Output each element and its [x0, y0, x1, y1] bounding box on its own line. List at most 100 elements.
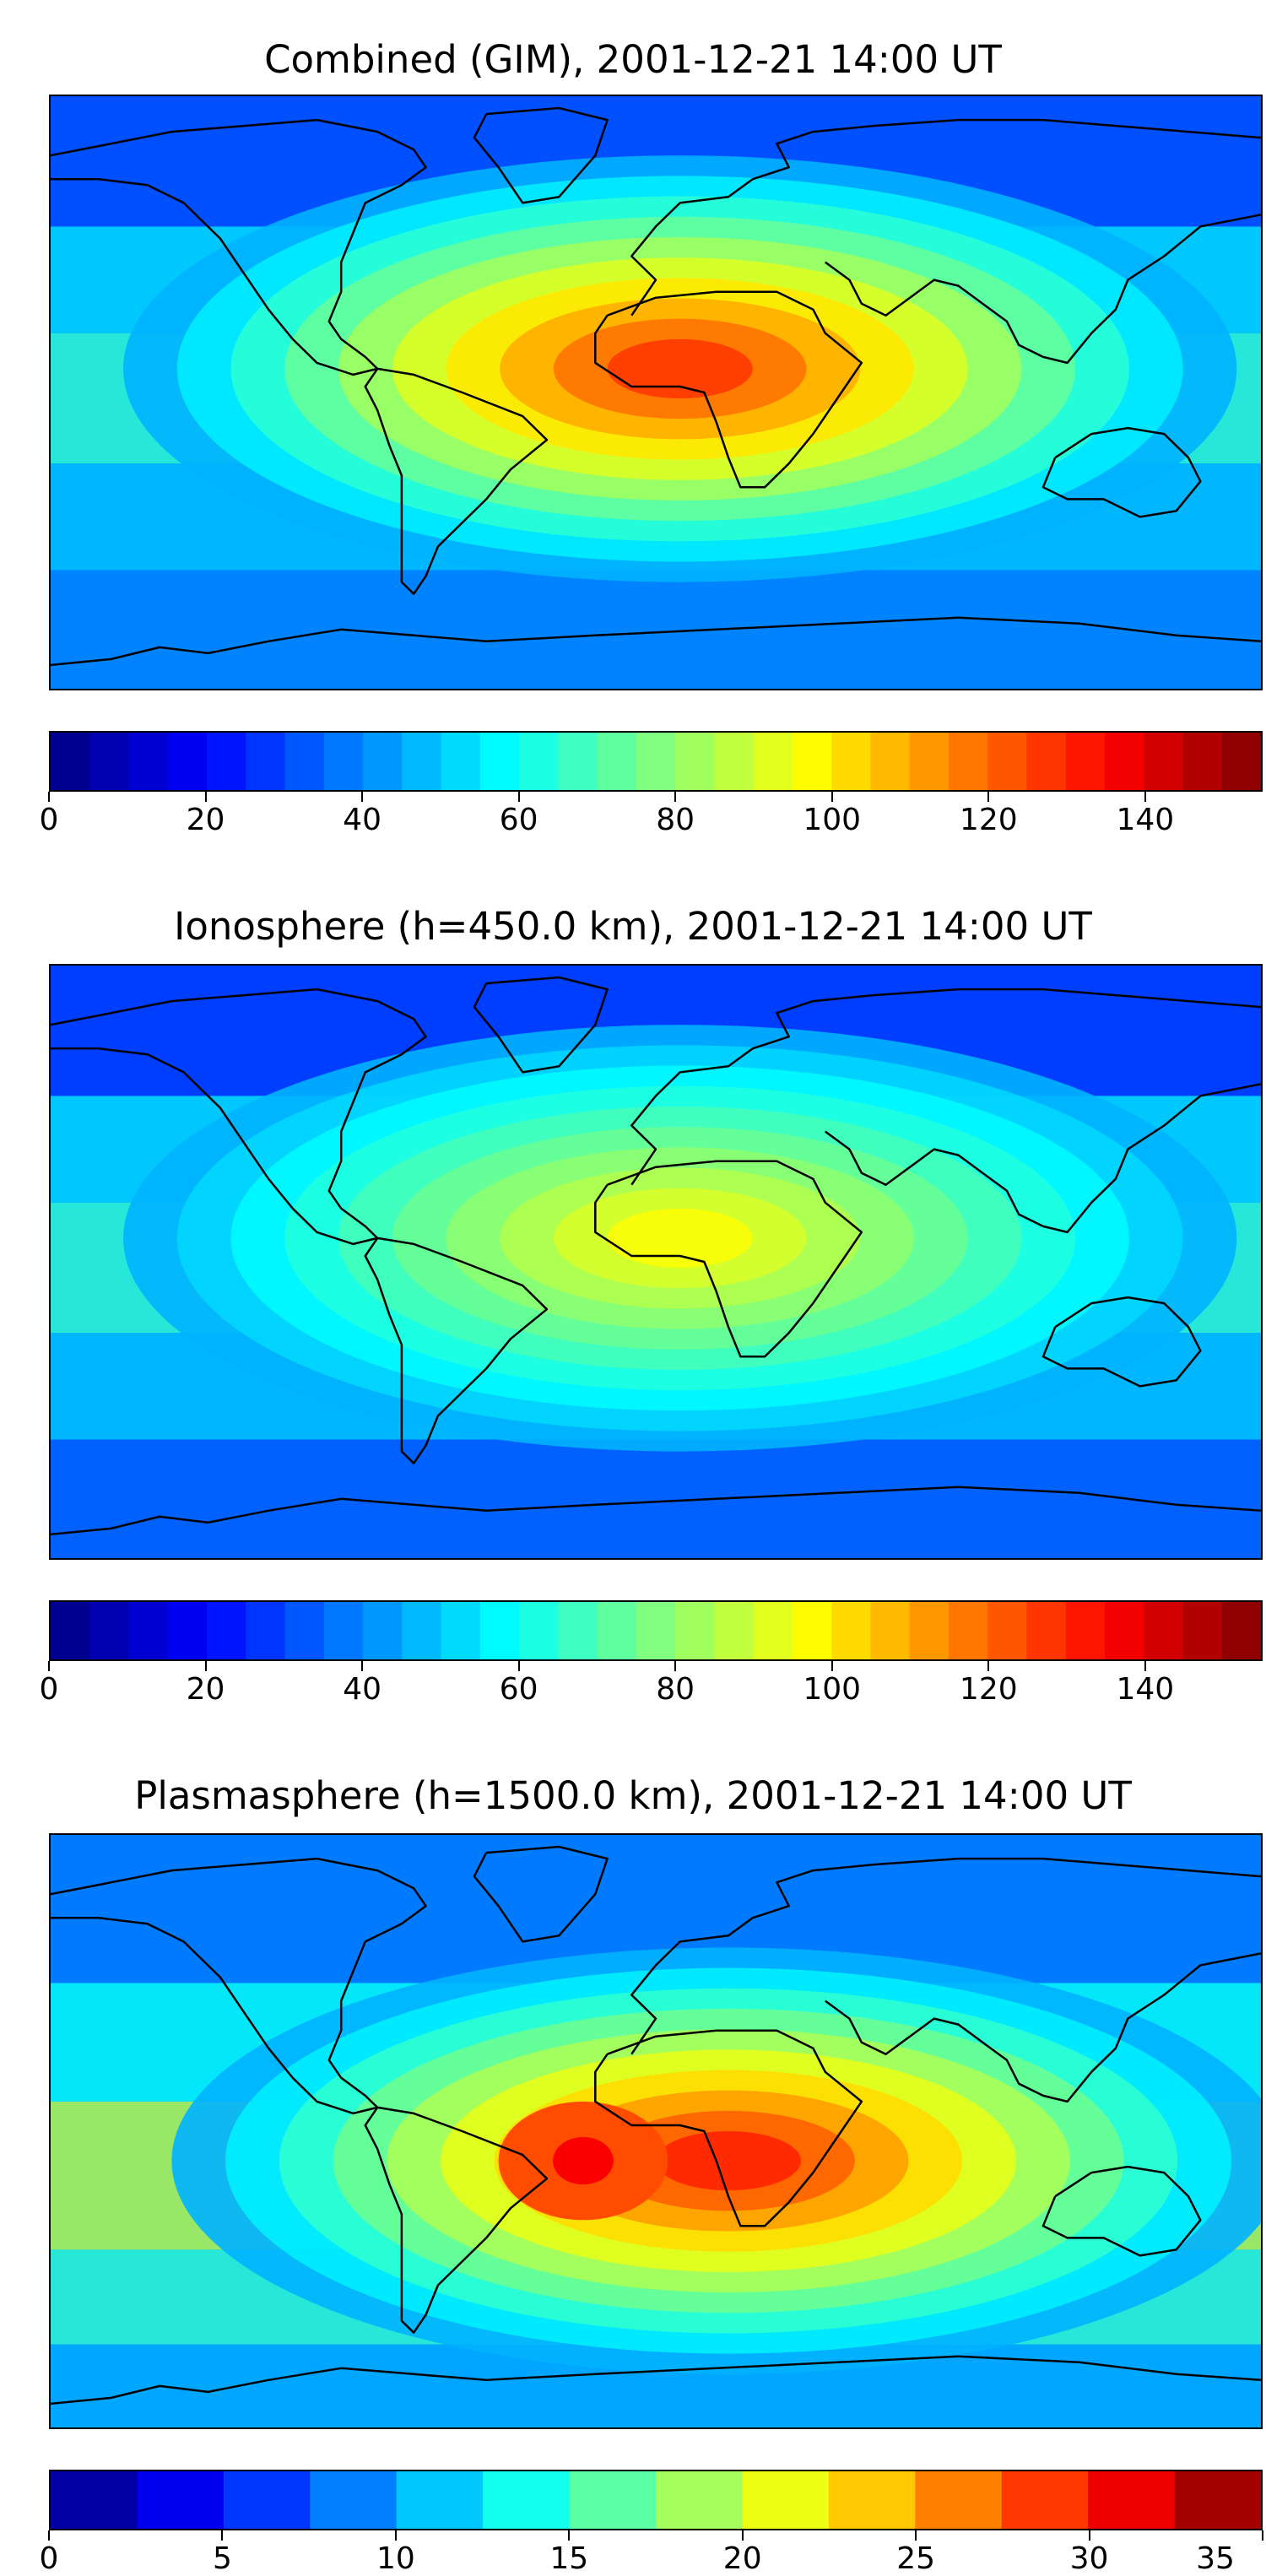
- colorbar-segment: [915, 2471, 1003, 2529]
- colorbar-tick: [48, 1661, 50, 1671]
- secondary-peak-core: [553, 2137, 614, 2185]
- colorbar-tick-label: 35: [1196, 2541, 1235, 2576]
- colorbar-segment: [396, 2471, 484, 2529]
- colorbar-segment: [597, 1602, 637, 1659]
- colorbar-segment: [1088, 2471, 1176, 2529]
- colorbar-segment: [1182, 1602, 1223, 1659]
- colorbar-segment: [323, 1602, 364, 1659]
- colorbar-segment: [1104, 733, 1144, 790]
- panel-title-plasmasphere: Plasmasphere (h=1500.0 km), 2001-12-21 1…: [134, 1773, 1132, 1818]
- colorbar-tick-label: 40: [343, 803, 381, 837]
- coastline-africa: [594, 2029, 863, 2227]
- panel-title-combined: Combined (GIM), 2001-12-21 14:00 UT: [264, 37, 1002, 82]
- colorbar-tick: [48, 792, 50, 802]
- colorbar-tick-label: 15: [549, 2541, 589, 2576]
- coastline-eurasia: [630, 118, 1261, 317]
- colorbar-tick: [1144, 792, 1146, 802]
- colorbar-segment: [483, 2471, 571, 2529]
- colorbar-tick-label: 5: [212, 2541, 232, 2576]
- colorbar-segment: [948, 1602, 988, 1659]
- colorbar-segment: [742, 2471, 830, 2529]
- colorbar-tick: [204, 792, 207, 802]
- colorbar-tick-label: 60: [499, 803, 538, 837]
- coastline-eurasia: [630, 988, 1261, 1186]
- colorbar-segment: [246, 733, 286, 790]
- colorbar-tick-label: 25: [896, 2541, 936, 2576]
- colorbar-segment: [909, 1602, 950, 1659]
- colorbar-segment: [137, 2471, 225, 2529]
- coastline-antarctica: [51, 616, 1261, 667]
- colorbar-segment: [441, 733, 481, 790]
- colorbar-segment: [1001, 2471, 1089, 2529]
- colorbar-segment: [402, 1602, 442, 1659]
- colorbar-segment: [792, 733, 832, 790]
- coastline-greenland: [473, 106, 609, 204]
- colorbar-segment: [656, 2471, 743, 2529]
- colorbar-tick-label: 80: [656, 1672, 695, 1707]
- colorbar-segment: [441, 1602, 481, 1659]
- colorbar-tick-label: 40: [343, 1672, 381, 1707]
- colorbar-segment: [1182, 733, 1223, 790]
- colorbar-segment: [363, 733, 403, 790]
- colorbar-ionosphere: [49, 1600, 1263, 1661]
- colorbar-segment: [1104, 1602, 1144, 1659]
- colorbar-segment: [402, 733, 442, 790]
- colorbar-strip-ionosphere: [51, 1602, 1261, 1659]
- colorbar-tick-label: 0: [39, 2541, 59, 2576]
- coastline-south-america: [364, 2106, 549, 2334]
- colorbar-segment: [363, 1602, 403, 1659]
- colorbar-tick-label: 10: [376, 2541, 415, 2576]
- colorbar-tick-label: 20: [722, 2541, 762, 2576]
- colorbar-tick-label: 0: [39, 1672, 59, 1707]
- colorbar-segment: [987, 733, 1027, 790]
- coastline-asia-east: [825, 1952, 1261, 2103]
- colorbar-segment: [909, 733, 950, 790]
- colorbar-tick-label: 60: [499, 1672, 538, 1707]
- contour-level-9: [607, 1208, 753, 1269]
- colorbar-strip-plasmasphere: [51, 2471, 1261, 2529]
- colorbar-segment: [89, 1602, 130, 1659]
- coastline-australia: [1041, 426, 1202, 518]
- colorbar-segment: [89, 733, 130, 790]
- coastline-australia: [1041, 1296, 1202, 1388]
- colorbar-segment: [870, 733, 911, 790]
- colorbar-tick: [361, 792, 364, 802]
- colorbar-tick: [517, 1661, 520, 1671]
- colorbar-segment: [223, 2471, 311, 2529]
- coastline-eurasia: [630, 1857, 1261, 2055]
- colorbar-segment: [948, 733, 988, 790]
- colorbar-tick-label: 20: [186, 803, 225, 837]
- coastline-south-america: [364, 367, 549, 595]
- colorbar-segment: [310, 2471, 398, 2529]
- colorbar-tick-label: 20: [186, 1672, 225, 1707]
- colorbar-segment: [284, 733, 325, 790]
- colorbar-segment: [828, 2471, 916, 2529]
- coastline-greenland: [473, 976, 609, 1074]
- colorbar-segment: [1065, 733, 1106, 790]
- colorbar-segment: [51, 733, 90, 790]
- panel-title-ionosphere: Ionosphere (h=450.0 km), 2001-12-21 14:0…: [174, 904, 1092, 949]
- colorbar-segment: [246, 1602, 286, 1659]
- colorbar-segment: [207, 1602, 246, 1659]
- colorbar-combined: [49, 731, 1263, 792]
- colorbar-tick: [361, 1661, 364, 1671]
- latitude-band-4: [51, 1439, 1261, 1558]
- colorbar-strip-combined: [51, 733, 1261, 790]
- colorbar-segment: [753, 733, 793, 790]
- colorbar-tick-label: 80: [656, 803, 695, 837]
- colorbar-segment: [569, 2471, 657, 2529]
- coastline-asia-east: [825, 1083, 1261, 1234]
- colorbar-tick: [674, 792, 677, 802]
- colorbar-segment: [792, 1602, 832, 1659]
- colorbar-segment: [284, 1602, 325, 1659]
- map-canvas-ionosphere: [51, 966, 1261, 1558]
- coastline-africa: [594, 290, 863, 489]
- colorbar-tick: [674, 1661, 677, 1671]
- colorbar-tick-label: 140: [1116, 803, 1175, 837]
- colorbar-segment: [1221, 733, 1261, 790]
- colorbar-tick-label: 100: [803, 803, 862, 837]
- colorbar-tick-label: 140: [1116, 1672, 1175, 1707]
- colorbar-segment: [675, 733, 715, 790]
- map-canvas-combined: [51, 96, 1261, 689]
- colorbar-segment: [479, 733, 520, 790]
